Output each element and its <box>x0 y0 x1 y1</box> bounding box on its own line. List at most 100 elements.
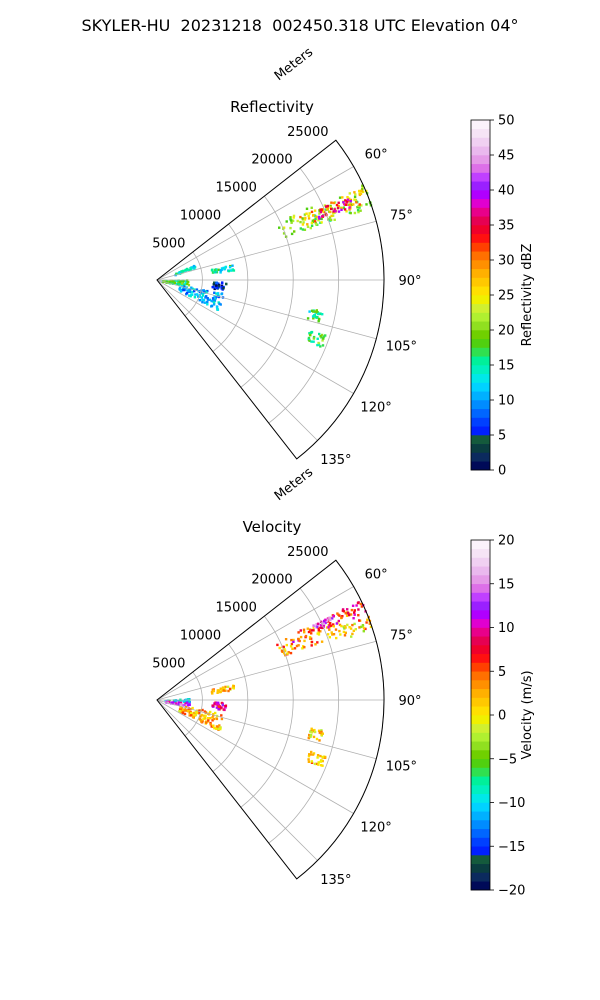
echo-cell <box>310 309 314 312</box>
echo-cell <box>306 627 309 630</box>
colorbar-segment <box>471 575 490 585</box>
echo-cell <box>354 628 357 631</box>
colorbar-segment <box>471 408 490 418</box>
echo-cell <box>184 706 188 709</box>
echo-cell <box>357 204 360 208</box>
echo-cell <box>297 637 300 641</box>
echo-cell <box>186 267 189 271</box>
echo-cell <box>285 220 288 223</box>
colorbar-segment <box>471 198 490 208</box>
echo-cell <box>222 287 225 290</box>
colorbar-tick-label: 20 <box>498 324 515 339</box>
echo-field <box>164 601 373 767</box>
echo-cell <box>186 282 189 285</box>
echo-cell <box>333 218 336 221</box>
echo-cell <box>352 617 355 620</box>
echo-cell <box>208 298 211 301</box>
echo-cell <box>320 208 323 212</box>
colorbar-tick-label: 0 <box>498 464 506 479</box>
echo-cell <box>310 206 313 209</box>
echo-cell <box>353 609 356 612</box>
echo-cell <box>183 708 187 711</box>
echo-cell <box>228 266 232 269</box>
echo-cell <box>180 282 184 285</box>
echo-cell <box>320 217 323 221</box>
echo-cell <box>340 207 343 210</box>
echo-cell <box>298 639 301 643</box>
echo-cell <box>350 635 353 638</box>
echo-cell <box>197 712 201 715</box>
colorbar-tick-label: 5 <box>498 429 506 444</box>
echo-cell <box>213 295 216 298</box>
colorbar-segment <box>471 776 490 786</box>
echo-cell <box>319 731 322 735</box>
range-tick-label: 5000 <box>152 657 185 672</box>
echo-cell <box>201 301 204 304</box>
range-ring <box>184 251 203 317</box>
echo-cell <box>307 760 311 763</box>
echo-cell <box>297 631 300 634</box>
echo-cell <box>317 629 320 632</box>
echo-cell <box>312 335 316 339</box>
echo-cell <box>313 220 317 223</box>
echo-cell <box>224 689 227 692</box>
echo-cell <box>217 703 220 707</box>
echo-cell <box>178 280 181 284</box>
echo-cell <box>184 700 188 703</box>
echo-cell <box>189 295 192 298</box>
echo-cell <box>180 270 183 273</box>
echo-cell <box>217 705 220 708</box>
echo-cell <box>308 212 311 215</box>
echo-cell <box>329 210 332 214</box>
colorbar-segment <box>471 225 490 235</box>
echo-cell <box>317 215 321 219</box>
echo-cell <box>211 285 214 289</box>
colorbar-label: Velocity (m/s) <box>520 670 535 759</box>
echo-cell <box>292 214 296 218</box>
echo-cell <box>313 762 317 766</box>
echo-cell <box>310 331 313 334</box>
echo-cell <box>219 303 222 306</box>
echo-cell <box>188 290 192 293</box>
echo-cell <box>347 200 350 203</box>
echo-cell <box>210 269 214 272</box>
echo-cell <box>349 211 352 215</box>
echo-cell <box>290 642 294 646</box>
echo-cell <box>188 288 192 291</box>
colorbar-segment <box>471 373 490 383</box>
echo-cell <box>182 269 185 273</box>
echo-cell <box>215 727 218 730</box>
colorbar-segment <box>471 863 490 873</box>
colorbar-segment <box>471 251 490 261</box>
echo-cell <box>215 292 218 295</box>
echo-cell <box>328 625 332 629</box>
echo-cell <box>359 209 362 212</box>
echo-cell <box>330 201 333 204</box>
echo-cell <box>340 208 343 211</box>
echo-cell <box>211 719 214 722</box>
echo-region <box>174 264 197 277</box>
echo-cell <box>312 214 315 217</box>
range-axis-label: Meters <box>272 465 316 504</box>
echo-cell <box>312 735 316 739</box>
echo-cell <box>213 281 216 284</box>
echo-cell <box>320 759 323 762</box>
echo-cell <box>342 625 345 629</box>
echo-cell <box>353 622 356 626</box>
colorbar-tick-label: 20 <box>498 534 515 549</box>
echo-cell <box>228 687 232 691</box>
colorbar-segment <box>471 872 490 882</box>
echo-cell <box>342 206 345 210</box>
echo-region <box>276 605 373 657</box>
echo-cell <box>193 296 197 299</box>
echo-cell <box>188 714 191 717</box>
echo-cell <box>322 622 326 625</box>
echo-cell <box>215 271 219 274</box>
echo-cell <box>220 267 224 270</box>
range-tick-label: 20000 <box>251 573 292 588</box>
polar-panel-2: Velocity 5000 10000 15000 20000 25000 Meters 60… <box>152 465 535 899</box>
echo-cell <box>205 295 208 298</box>
range-ring <box>240 615 294 808</box>
range-tick-label: 10000 <box>180 629 221 644</box>
echo-cell <box>186 289 189 292</box>
